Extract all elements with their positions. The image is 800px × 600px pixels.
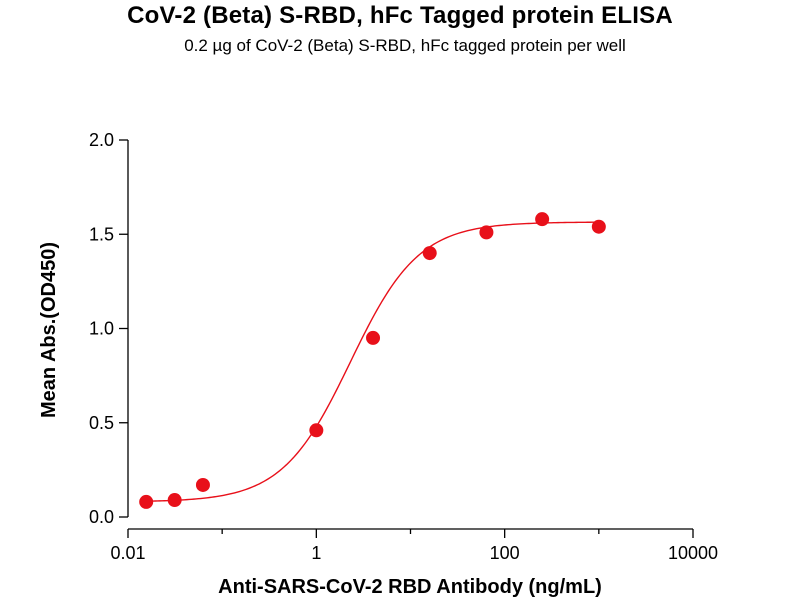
fit-curve-layer: [146, 221, 599, 502]
chart-subtitle: 0.2 µg of CoV-2 (Beta) S-RBD, hFc tagged…: [184, 36, 626, 55]
data-point: [309, 423, 324, 438]
y-tick-label: 2.0: [89, 130, 114, 150]
data-point: [195, 477, 210, 492]
data-point: [366, 330, 381, 345]
x-tick-label: 1: [311, 543, 321, 563]
chart-title: CoV-2 (Beta) S-RBD, hFc Tagged protein E…: [127, 2, 673, 29]
data-point: [422, 246, 437, 261]
x-tick-label: 10000: [668, 543, 718, 563]
data-point: [139, 494, 154, 509]
data-points-layer: [139, 212, 606, 509]
x-axis-title: Anti-SARS-CoV-2 RBD Antibody (ng/mL): [218, 576, 602, 598]
fit-curve: [146, 221, 599, 502]
y-tick-label: 0.5: [89, 413, 114, 433]
axes: 0.0 0.5 1.0 1.5 2.0 0.01 1 100 10000: [89, 130, 718, 563]
data-point: [167, 493, 182, 508]
data-point: [535, 212, 550, 227]
data-point: [591, 219, 606, 234]
y-axis-title: Mean Abs.(OD450): [38, 242, 60, 418]
x-tick-label: 100: [490, 543, 520, 563]
y-tick-label: 1.0: [89, 319, 114, 339]
y-tick-label: 1.5: [89, 224, 114, 244]
x-tick-label: 0.01: [110, 543, 145, 563]
y-tick-label: 0.0: [89, 507, 114, 527]
data-point: [479, 225, 494, 240]
